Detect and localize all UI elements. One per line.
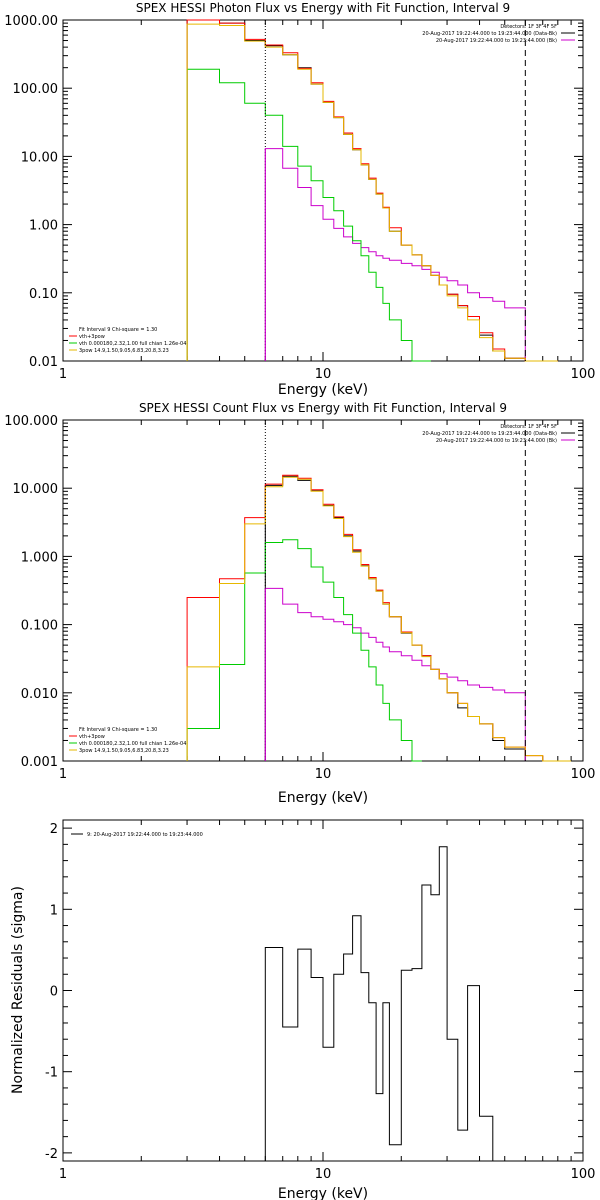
count-flux-xlabel: Energy (keV) [278,790,368,806]
photon-y-tick-label: 100.00 [13,82,59,97]
count-flux-panel: SPEX HESSI Count Flux vs Energy with Fit… [4,401,595,806]
resid-x-tick-label: 1 [59,1167,67,1182]
resid-y-tick-label: 1 [50,903,58,918]
resid-series-9-20-aug-2017-19-22-44-000-to-19-23-44-000 [264,846,526,1162]
resid-legend-text: 9: 20-Aug-2017 19:22:44.000 to 19:23:44.… [87,832,203,838]
photon-y-tick-label: 1.00 [29,219,58,234]
count-x-tick-label: 10 [315,767,332,782]
photon-legend-right-text: 20-Aug-2017 19:22:44.000 to 19:23:44.000… [422,31,557,37]
resid-y-tick-label: 2 [50,822,58,837]
photon-flux-panel: SPEX HESSI Photon Flux vs Energy with Fi… [4,1,595,398]
photon-legend-right-text: Detectors: 1F 3F 4F 5F [500,24,557,30]
count-y-tick-label: 10.000 [13,482,59,497]
photon-flux-xlabel: Energy (keV) [278,382,368,398]
photon-y-tick-label: 0.01 [29,355,58,370]
residuals-xlabel: Energy (keV) [278,1186,368,1200]
photon-series-vth [186,68,431,362]
count-legend-left-text: vth 0.000180,2.32,1.00 full chian 1.26e-… [79,741,186,747]
count-x-tick-label: 1 [59,767,67,782]
residuals-ylabel: Normalized Residuals (sigma) [10,886,26,1094]
photon-y-tick-label: 1000.00 [4,14,58,29]
resid-y-tick-label: -1 [45,1066,58,1081]
photon-legend-left-text: 3pow 14.9,1.50,9.05,6.83,20.8,3.23 [79,348,169,354]
photon-x-tick-label: 1 [59,367,67,382]
photon-y-tick-label: 10.00 [21,150,58,165]
resid-x-tick-label: 100 [571,1167,596,1182]
photon-legend-left-text: Fit Interval 9 Chi-square = 1.30 [79,327,157,333]
count-series-3pow [186,476,572,762]
count-legend-left-text: 3pow 14.9,1.50,9.05,6.83,20.8,3.23 [79,748,169,754]
residuals-panel: 1 10 100 -2 -1 0 1 2 9: 20-Aug-2017 19:22:44.00… [10,819,596,1200]
photon-x-tick-label: 10 [315,367,332,382]
photon-y-tick-label: 0.10 [29,287,58,302]
count-legend-right-text: 20-Aug-2017 19:22:44.000 to 19:23:44.000… [436,438,557,444]
count-legend-right-text: Detectors: 1F 3F 4F 5F [500,424,557,430]
photon-series-bk [264,148,558,362]
photon-x-tick-label: 100 [571,367,596,382]
resid-y-tick-label: -2 [45,1147,58,1162]
count-series-bk [264,587,526,761]
count-y-tick-label: 1.000 [21,550,58,565]
count-y-tick-label: 0.001 [21,755,58,770]
resid-x-tick-label: 10 [315,1167,332,1182]
count-y-tick-label: 0.100 [21,619,58,634]
photon-legend-right-text: 20-Aug-2017 19:22:44.000 to 19:23:44.000… [436,38,557,44]
count-y-tick-label: 0.010 [21,687,58,702]
count-legend-left-text: vth+3pow [79,734,105,740]
count-flux-title: SPEX HESSI Count Flux vs Energy with Fit… [139,401,507,415]
photon-series-3pow [186,23,558,362]
count-legend-right-text: 20-Aug-2017 19:22:44.000 to 19:23:44.000… [422,431,557,437]
count-y-tick-label: 100.000 [4,414,58,429]
photon-legend-left-text: vth 0.000180,2.32,1.00 full chian 1.26e-… [79,341,186,347]
photon-flux-title: SPEX HESSI Photon Flux vs Energy with Fi… [136,1,510,15]
photon-legend-left-text: vth+3pow [79,334,105,340]
resid-y-tick-label: 0 [50,985,58,1000]
count-legend-left-text: Fit Interval 9 Chi-square = 1.30 [79,727,157,733]
count-x-tick-label: 100 [571,767,596,782]
